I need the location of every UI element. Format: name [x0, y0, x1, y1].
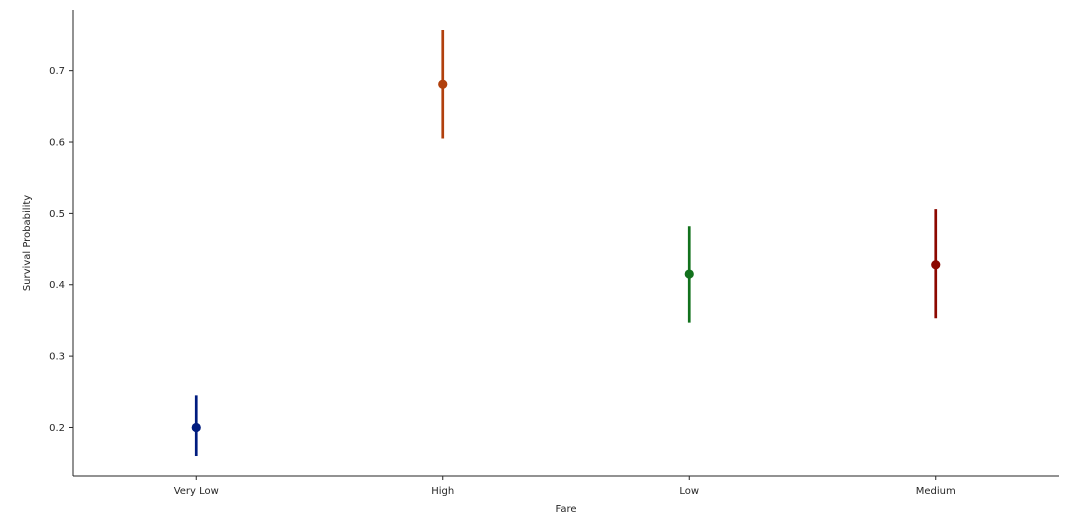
x-tick-label: Medium: [916, 486, 956, 497]
y-tick-label: 0.7: [49, 66, 65, 77]
data-point: [931, 260, 941, 270]
y-tick-label: 0.6: [49, 138, 65, 149]
data-point: [438, 79, 448, 89]
y-tick-label: 0.2: [49, 423, 65, 434]
x-tick-label: Low: [679, 486, 699, 497]
x-axis-label: Fare: [555, 504, 576, 514]
data-marks: [191, 29, 941, 457]
data-point: [684, 269, 694, 279]
y-axis-label: Survival Probability: [22, 195, 33, 291]
y-ticks: 0.2 0.3 0.4 0.5 0.6 0.7: [49, 66, 73, 434]
data-point: [191, 422, 201, 433]
x-tick-label: Very Low: [174, 486, 219, 497]
axes: [72, 10, 1059, 477]
y-tick-label: 0.4: [49, 280, 65, 291]
x-tick-label: High: [431, 486, 454, 497]
y-tick-label: 0.5: [49, 209, 65, 220]
x-ticks: Very Low High Low Medium: [174, 476, 956, 497]
y-tick-label: 0.3: [49, 352, 65, 363]
